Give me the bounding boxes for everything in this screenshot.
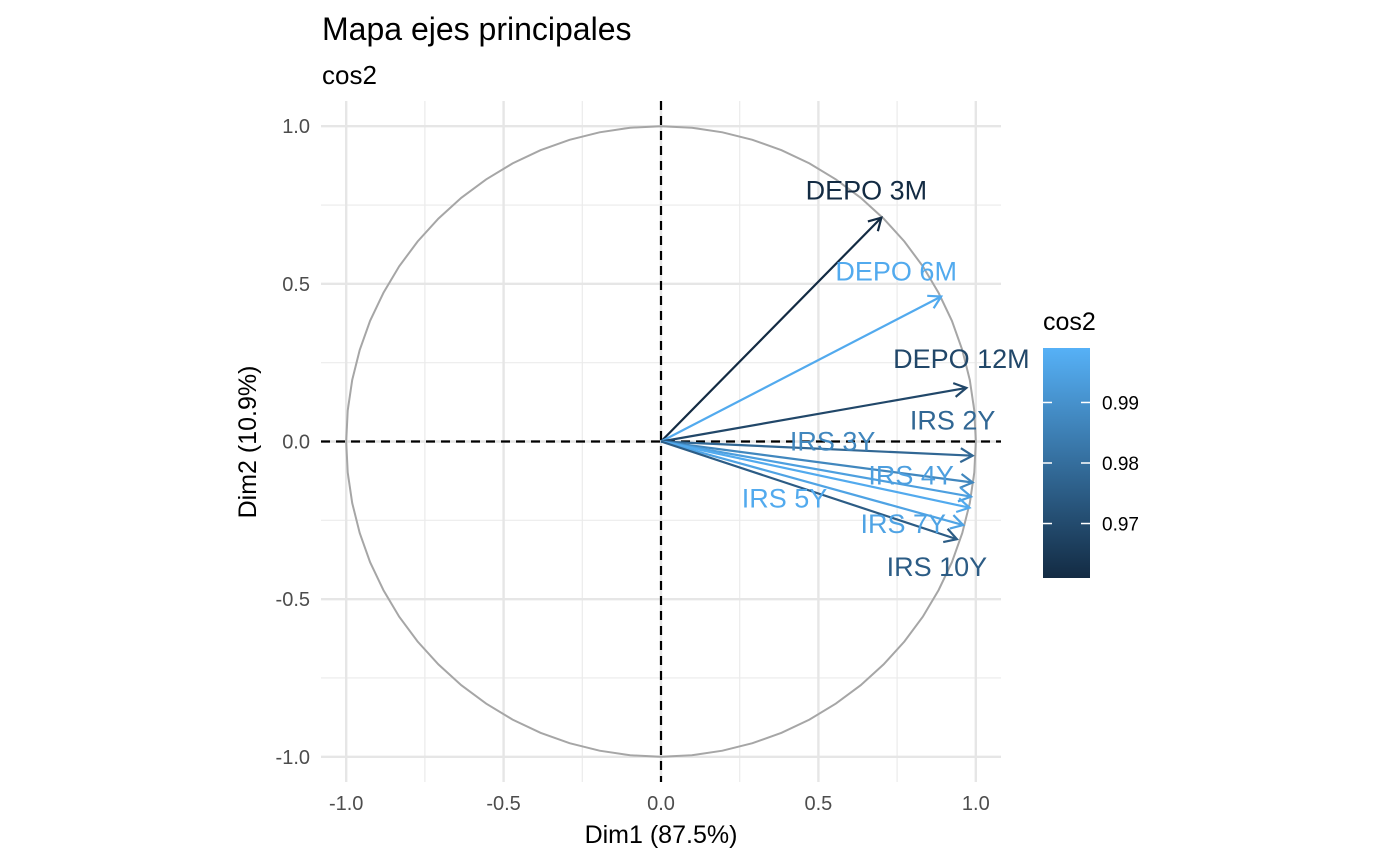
- arrow-head: [867, 216, 883, 232]
- arrow-irs-3y: [660, 440, 975, 489]
- legend-tick-label: 0.98: [1102, 454, 1139, 475]
- variable-label: IRS 2Y: [910, 406, 996, 436]
- variable-label: DEPO 12M: [893, 344, 1030, 374]
- arrow-head: [959, 447, 975, 464]
- arrow-shaft: [660, 440, 972, 498]
- chart-title: Mapa ejes principales: [322, 11, 632, 47]
- arrow-depo-6m: [660, 294, 944, 443]
- arrow-shaft: [660, 440, 973, 484]
- arrow-shaft: [660, 295, 942, 443]
- arrow-shaft: [660, 440, 973, 457]
- x-tick-label: 0.0: [647, 793, 675, 815]
- arrow-shaft: [660, 440, 958, 541]
- arrow-shaft: [660, 440, 964, 527]
- x-tick-label: -0.5: [486, 793, 520, 815]
- arrow-shaft: [660, 440, 970, 509]
- legend-tick-label: 0.97: [1102, 515, 1139, 536]
- arrow-irs-10y: [660, 440, 960, 544]
- x-tick-label: 1.0: [962, 793, 990, 815]
- legend-tick-label: 0.99: [1102, 393, 1139, 414]
- y-tick-label: -1.0: [276, 747, 310, 769]
- x-tick-label: 0.5: [805, 793, 833, 815]
- legend-ticks: 0.97 0.98 0.99: [1043, 393, 1139, 536]
- arrow-depo-3m: [660, 216, 883, 443]
- arrow-head: [942, 528, 960, 544]
- arrow-depo-12m: [660, 382, 969, 443]
- arrow-head: [949, 514, 966, 530]
- variable-label: IRS 7Y: [860, 509, 946, 539]
- arrow-head: [952, 382, 969, 398]
- y-axis-ticks: -1.0 -0.5 0.0 0.5 1.0: [276, 116, 310, 769]
- arrow-shaft: [660, 386, 967, 443]
- y-tick-label: -0.5: [276, 589, 310, 611]
- variable-arrows: [660, 216, 975, 544]
- variable-label: IRS 4Y: [868, 461, 954, 491]
- y-tick-label: 1.0: [282, 116, 310, 138]
- variable-labels: DEPO 3M DEPO 6M DEPO 12M IRS 2Y IRS 3Y IRS 4Y…: [742, 176, 1030, 583]
- variable-label: IRS 10Y: [887, 552, 988, 582]
- x-tick-label: -1.0: [329, 793, 363, 815]
- arrow-irs-7y: [660, 440, 966, 530]
- arrow-head: [955, 497, 972, 514]
- arrow-irs-2y: [660, 440, 975, 464]
- arrow-shaft: [660, 216, 883, 443]
- chart-subtitle: cos2: [322, 60, 377, 90]
- variable-label: IRS 3Y: [790, 426, 876, 456]
- legend-title: cos2: [1043, 308, 1096, 336]
- y-tick-label: 0.0: [282, 432, 310, 454]
- variable-label: DEPO 6M: [835, 256, 957, 286]
- x-axis-title: Dim1 (87.5%): [585, 821, 738, 849]
- y-tick-label: 0.5: [282, 274, 310, 296]
- unit-circle: [345, 125, 977, 758]
- unit-circle-layer: [345, 125, 977, 758]
- color-legend: cos2 0.97 0.98 0.99: [1043, 308, 1139, 578]
- arrow-irs-5y: [660, 440, 972, 514]
- arrow-head: [959, 473, 975, 489]
- arrow-head: [927, 294, 944, 309]
- variable-label: DEPO 3M: [806, 176, 928, 206]
- x-axis-ticks: -1.0 -0.5 0.0 0.5 1.0: [329, 793, 990, 815]
- y-axis-title: Dim2 (10.9%): [234, 366, 262, 519]
- zero-reference-lines: [321, 101, 1001, 782]
- variable-label: IRS 5Y: [742, 484, 828, 514]
